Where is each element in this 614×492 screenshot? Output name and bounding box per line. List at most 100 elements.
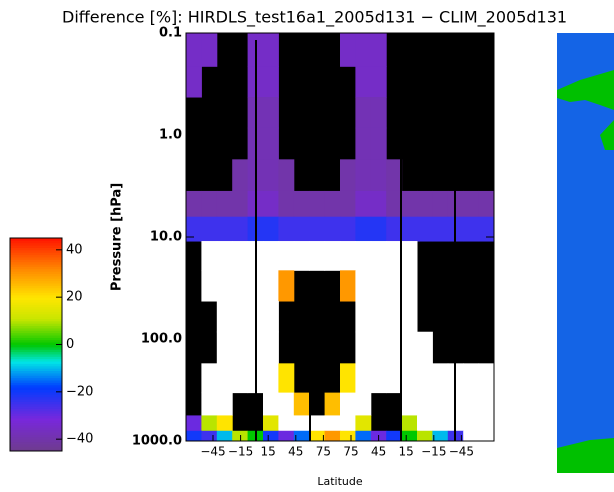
heatmap-cell — [370, 66, 387, 98]
colorbar-swatch — [10, 410, 62, 414]
heatmap-cell — [355, 301, 372, 333]
heatmap-cell — [263, 127, 279, 160]
heatmap-cell — [324, 415, 341, 432]
colorbar-swatch — [10, 346, 62, 350]
heatmap-cell — [263, 97, 279, 129]
heatmap-cell — [309, 430, 326, 442]
heatmap-cell — [340, 190, 356, 218]
heatmap-cell — [263, 270, 279, 302]
heatmap-cell — [324, 241, 341, 271]
heatmap-cell — [263, 331, 279, 364]
colorbar-swatch — [10, 420, 62, 424]
colorbar-swatch — [10, 365, 62, 369]
colorbar-swatch — [10, 396, 62, 400]
heatmap-cell — [278, 415, 295, 432]
colorbar-swatch — [10, 242, 62, 246]
heatmap-cell — [355, 270, 372, 302]
heatmap-cell — [216, 430, 233, 442]
heatmap-cell — [324, 216, 341, 242]
colorbar-swatch — [10, 280, 62, 284]
colorbar-swatch — [10, 311, 62, 315]
x-axis-label: Latitude — [317, 475, 363, 488]
colorbar-swatch — [10, 285, 62, 289]
x-tick-label: 75 — [316, 445, 331, 459]
x-tick-label: 45 — [371, 445, 386, 459]
heatmap-cell — [340, 430, 356, 442]
heatmap-cell — [293, 190, 310, 218]
heatmap-cell — [370, 33, 387, 67]
heatmap-cell — [232, 159, 249, 192]
x-tick-label: 15 — [261, 445, 276, 459]
colorbar-swatch — [10, 448, 62, 452]
heatmap-cell — [478, 363, 495, 394]
heatmap-cell — [340, 392, 356, 416]
heatmap-cell — [278, 392, 295, 416]
heatmap-cell — [278, 241, 295, 271]
colorbar-frame — [9, 237, 63, 452]
heatmap-cell — [401, 392, 418, 416]
orbit-gaps — [255, 40, 456, 441]
heatmap-cell — [417, 415, 433, 432]
colorbar-swatch — [10, 323, 62, 327]
heatmap-cell — [309, 216, 326, 242]
colorbar-swatch — [10, 398, 62, 402]
colorbar-swatch — [10, 380, 62, 383]
heatmap-cell — [478, 415, 495, 432]
heatmap-cell — [293, 216, 310, 242]
colorbar-swatch — [10, 441, 62, 445]
heatmap-cell — [201, 190, 218, 218]
heatmap-cell — [186, 190, 202, 218]
heatmap-cell — [186, 216, 202, 242]
heatmap-cell — [370, 190, 387, 218]
heatmap-cell — [386, 216, 403, 242]
x-tick-label: −45 — [449, 445, 474, 459]
heatmap-cell — [232, 241, 249, 271]
colorbar-swatch — [10, 238, 62, 241]
colorbar-swatch — [10, 403, 62, 407]
heatmap-cell — [417, 190, 433, 218]
colorbar-swatch — [10, 299, 62, 303]
colorbar-swatch — [10, 240, 62, 244]
colorbar-swatch — [10, 254, 62, 258]
x-tick-label: −15 — [421, 445, 446, 459]
heatmap-cell — [386, 301, 403, 333]
colorbar-swatch — [10, 384, 62, 388]
x-tick-label: −15 — [228, 445, 253, 459]
heatmap-cell — [355, 392, 372, 416]
chart-title: Difference [%]: HIRDLS_test16a1_2005d131… — [62, 8, 567, 28]
colorbar-swatch — [10, 344, 62, 348]
heatmap-cell — [386, 190, 403, 218]
map-land — [600, 120, 614, 150]
colorbar-swatch — [10, 408, 62, 412]
heatmap-cell — [216, 363, 233, 394]
heatmap-cell — [278, 159, 295, 192]
colorbar-swatch — [10, 332, 62, 336]
heatmap-cell — [463, 392, 480, 416]
colorbar-swatch — [10, 249, 62, 253]
heatmap-cell — [370, 159, 387, 192]
colorbar-tick-label: 40 — [66, 242, 83, 257]
heatmap-cell — [463, 415, 480, 432]
heatmap-cell — [401, 301, 418, 333]
heatmap-cell — [232, 216, 249, 242]
heatmap-cell — [201, 392, 218, 416]
heatmap-cell — [216, 216, 233, 242]
colorbar-swatch — [10, 401, 62, 405]
colorbar-swatch — [10, 327, 62, 331]
colorbar-tick-label: −20 — [66, 384, 93, 399]
colorbar-swatch — [10, 432, 62, 435]
colorbar-swatch — [10, 391, 62, 395]
heatmap-cell — [386, 241, 403, 271]
heatmap-cell — [463, 430, 480, 442]
heatmap-cell — [355, 331, 372, 364]
colorbar-swatch — [10, 316, 62, 319]
heatmap-cell — [216, 241, 233, 271]
y-axis-label: Pressure [hPa] — [110, 183, 125, 291]
heatmap-cell — [401, 363, 418, 394]
heatmap-cell — [386, 331, 403, 364]
colorbar-swatch — [10, 394, 62, 398]
heatmap-cell — [216, 270, 233, 302]
heatmap-cell — [355, 190, 372, 218]
heatmap-cell — [186, 430, 202, 442]
colorbar-swatch — [10, 337, 62, 341]
